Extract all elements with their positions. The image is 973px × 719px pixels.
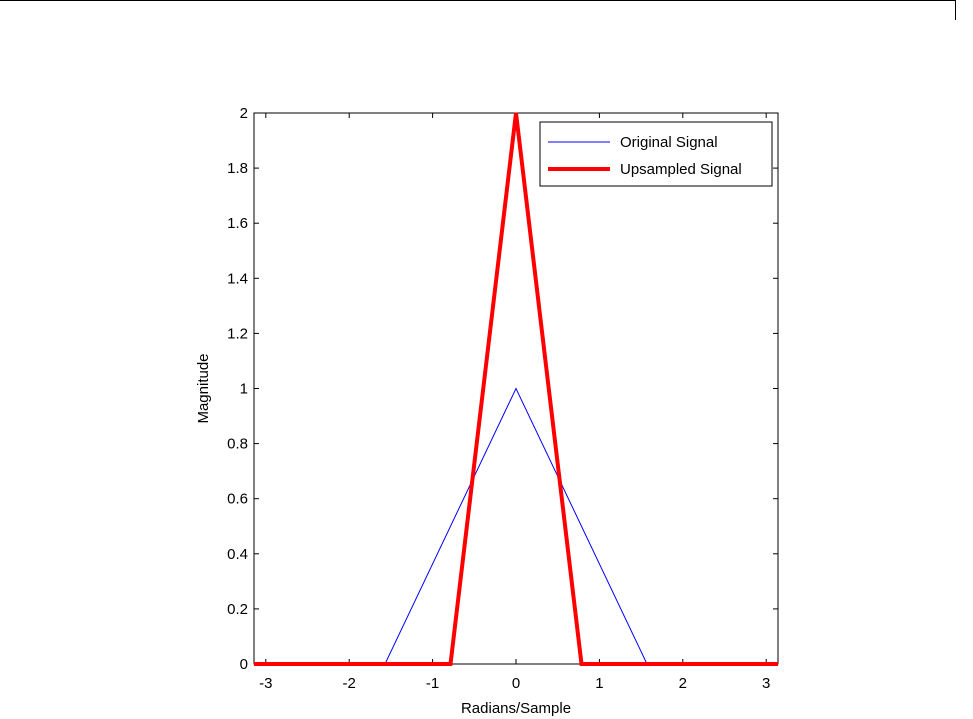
y-tick-label: 1.6 — [227, 215, 248, 232]
y-axis-label: Magnitude — [195, 353, 212, 423]
x-tick-label: 3 — [762, 675, 770, 692]
y-tick-label: 0.8 — [227, 436, 248, 453]
x-axis-ticks: -3 -2 -1 0 1 2 3 — [259, 113, 770, 692]
y-tick-label: 1.2 — [227, 325, 248, 342]
y-tick-label: 0.2 — [227, 601, 248, 618]
y-tick-label: 1 — [240, 381, 248, 398]
y-tick-label: 1.4 — [227, 270, 248, 287]
y-tick-label: 0.4 — [227, 546, 248, 563]
legend-label: Original Signal — [620, 134, 718, 151]
y-tick-label: 1.8 — [227, 160, 248, 177]
x-tick-label: -1 — [426, 675, 439, 692]
x-tick-label: 0 — [512, 675, 520, 692]
legend-box — [539, 121, 773, 187]
series-line-upsampled — [254, 112, 778, 666]
y-tick-label: 0 — [240, 656, 248, 673]
series-layer — [254, 112, 778, 666]
page-top-rule-end — [955, 0, 956, 20]
x-tick-label: 2 — [679, 675, 687, 692]
y-tick-label: 2 — [240, 105, 248, 122]
series-line-original — [254, 387, 778, 665]
page-top-rule — [0, 0, 955, 1]
y-axis-ticks: 0 0.2 0.4 0.6 0.8 1 1.2 1.4 1.6 1.8 2 — [227, 105, 778, 673]
x-tick-label: 1 — [595, 675, 603, 692]
legend: Original Signal Upsampled Signal — [539, 121, 773, 187]
x-axis-label: Radians/Sample — [461, 700, 571, 717]
y-tick-label: 0.6 — [227, 491, 248, 508]
x-tick-label: -3 — [259, 675, 272, 692]
x-tick-label: -2 — [343, 675, 356, 692]
legend-label: Upsampled Signal — [620, 161, 742, 178]
